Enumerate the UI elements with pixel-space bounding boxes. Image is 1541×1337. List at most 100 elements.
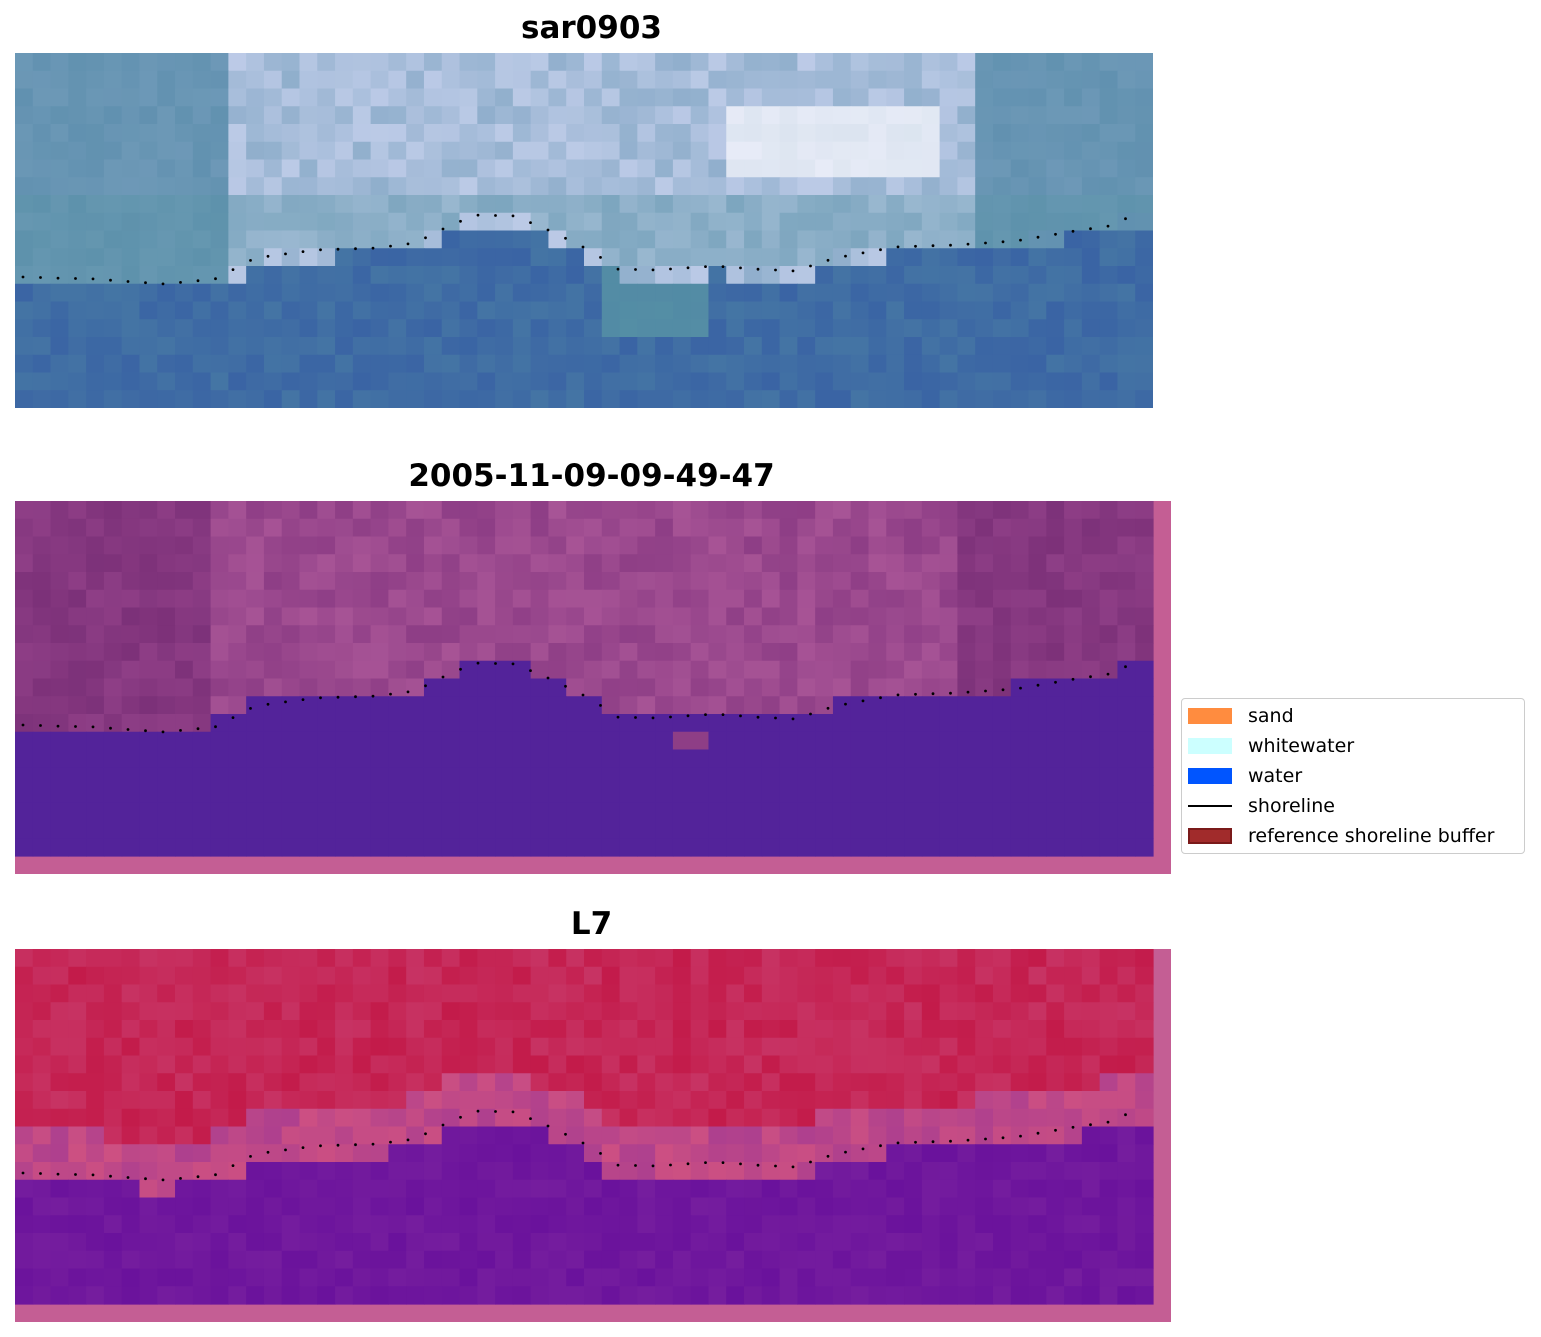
class-pixel xyxy=(1028,802,1047,822)
index-pixel xyxy=(779,1144,798,1163)
class-pixel xyxy=(815,785,834,804)
class-pixel xyxy=(441,501,461,520)
image-pixel xyxy=(423,212,443,232)
index-pixel xyxy=(281,1108,301,1128)
image-pixel xyxy=(299,70,318,90)
class-pixel xyxy=(797,501,816,520)
index-pixel xyxy=(548,984,567,1003)
image-pixel xyxy=(566,88,585,107)
class-pixel xyxy=(1117,607,1136,626)
class-pixel xyxy=(1028,536,1047,555)
shoreline-point xyxy=(984,1137,987,1141)
index-pixel xyxy=(548,1002,567,1021)
class-pixel xyxy=(512,785,532,804)
image-pixel xyxy=(86,177,105,196)
index-pixel xyxy=(1028,1233,1047,1252)
index-pixel xyxy=(1081,1126,1101,1145)
image-pixel xyxy=(690,230,710,249)
image-pixel xyxy=(139,248,158,267)
index-pixel xyxy=(904,1144,923,1163)
class-pixel xyxy=(441,749,461,768)
index-pixel xyxy=(512,1215,532,1234)
index-pixel xyxy=(32,984,52,1003)
class-pixel xyxy=(370,501,390,520)
class-pixel xyxy=(566,607,585,626)
image-pixel xyxy=(406,70,425,90)
index-pixel xyxy=(281,1144,301,1163)
image-pixel xyxy=(15,106,34,125)
class-pixel xyxy=(726,518,745,538)
image-pixel xyxy=(1064,248,1083,267)
image-pixel xyxy=(868,354,887,374)
class-pixel xyxy=(797,767,816,786)
image-pixel xyxy=(850,301,870,320)
class-pixel xyxy=(1064,536,1083,555)
index-pixel xyxy=(1028,1250,1047,1270)
shoreline-point xyxy=(634,268,637,271)
class-pixel xyxy=(175,820,194,839)
class-pixel xyxy=(690,554,710,573)
index-pixel xyxy=(655,1037,674,1057)
image-pixel xyxy=(530,301,550,320)
index-pixel xyxy=(655,1126,674,1145)
image-pixel xyxy=(1046,266,1065,285)
class-pixel xyxy=(1117,714,1136,733)
image-pixel xyxy=(868,301,887,320)
index-pixel xyxy=(992,1108,1012,1128)
index-pixel xyxy=(530,1233,550,1252)
class-pixel xyxy=(121,607,141,626)
image-pixel xyxy=(939,212,959,232)
image-pixel xyxy=(406,372,425,391)
class-pixel xyxy=(32,714,52,733)
image-pixel xyxy=(459,372,478,391)
class-pixel xyxy=(761,554,781,573)
index-pixel xyxy=(939,1197,959,1216)
shoreline-point xyxy=(21,1171,25,1175)
index-pixel xyxy=(246,984,265,1003)
image-pixel xyxy=(228,124,247,143)
class-pixel xyxy=(32,749,52,768)
image-pixel xyxy=(459,212,478,232)
image-pixel xyxy=(512,212,532,232)
image-pixel xyxy=(655,212,674,232)
image-pixel xyxy=(335,177,354,196)
image-pixel xyxy=(423,230,443,249)
class-pixel xyxy=(192,838,212,857)
index-pixel xyxy=(139,1197,158,1216)
class-pixel xyxy=(921,589,941,609)
class-pixel xyxy=(1135,767,1154,786)
index-pixel xyxy=(477,1055,496,1074)
class-pixel xyxy=(103,643,123,662)
class-pixel xyxy=(352,607,372,626)
image-pixel xyxy=(850,124,870,143)
class-pixel xyxy=(797,589,816,609)
image-pixel xyxy=(672,266,692,285)
image-pixel xyxy=(157,159,176,178)
class-pixel xyxy=(352,501,372,520)
class-pixel xyxy=(1135,660,1154,680)
index-pixel xyxy=(1099,1126,1119,1145)
class-pixel xyxy=(228,572,247,591)
class-pixel xyxy=(761,572,781,591)
index-pixel xyxy=(352,1268,372,1287)
image-pixel xyxy=(281,53,301,72)
image-pixel xyxy=(192,337,212,356)
image-pixel xyxy=(619,266,638,285)
index-pixel xyxy=(921,1002,941,1021)
image-pixel xyxy=(228,319,247,338)
class-pixel xyxy=(655,749,674,768)
class-pixel xyxy=(975,518,994,538)
image-pixel xyxy=(566,354,585,374)
index-pixel xyxy=(637,1020,656,1039)
class-pixel xyxy=(32,518,52,538)
index-pixel xyxy=(584,1215,603,1234)
image-pixel xyxy=(1081,248,1101,267)
index-pixel xyxy=(584,1073,603,1092)
index-pixel xyxy=(1135,966,1154,986)
index-pixel xyxy=(86,1144,105,1163)
index-pixel xyxy=(975,1126,994,1145)
index-pixel xyxy=(868,966,887,986)
image-pixel xyxy=(797,88,816,107)
image-pixel xyxy=(850,283,870,303)
class-pixel xyxy=(548,660,567,680)
